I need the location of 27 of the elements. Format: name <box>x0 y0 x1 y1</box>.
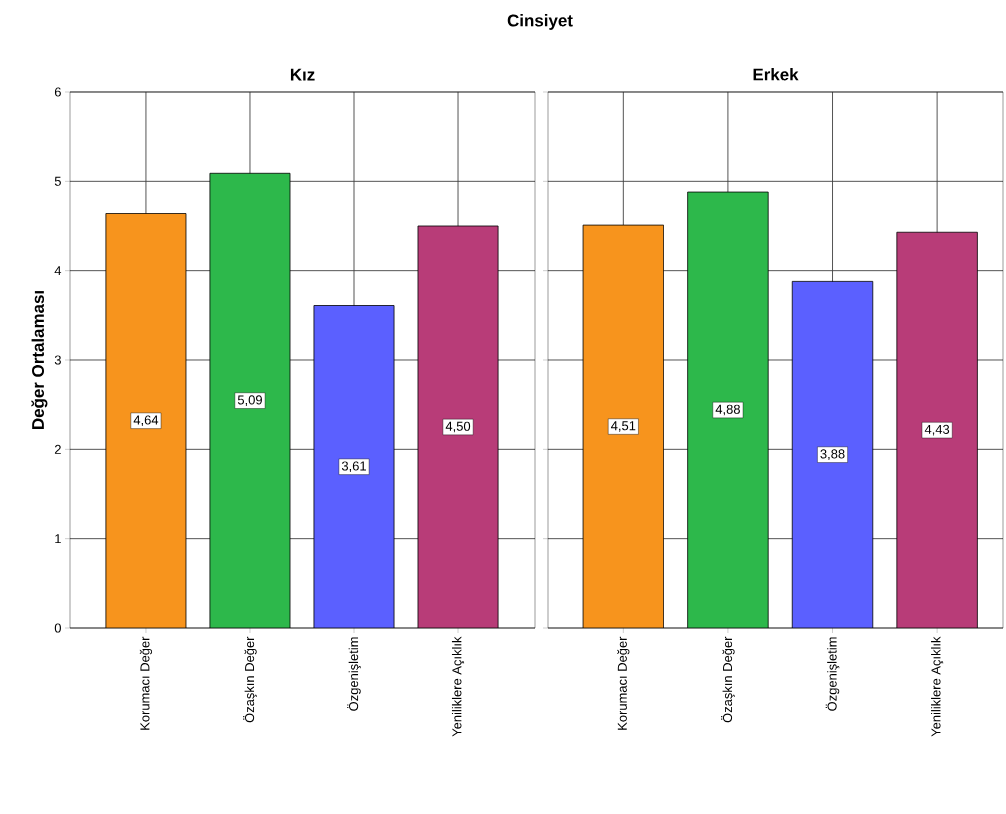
data-label: 3,61 <box>341 461 366 473</box>
data-label: 4,50 <box>445 421 471 433</box>
y-tick-label: 0 <box>54 623 61 633</box>
y-tick-label: 5 <box>54 176 61 186</box>
x-tick-label: Yeniliklere Açıklık <box>931 636 944 737</box>
x-tick-label: Korumacı Değer <box>139 636 153 730</box>
y-tick-label: 3 <box>54 355 61 365</box>
data-label: 5,09 <box>237 395 262 406</box>
data-label: 4,88 <box>715 404 740 416</box>
y-axis-title: Değer Ortalaması <box>31 291 48 429</box>
y-tick-label: 2 <box>54 444 61 454</box>
x-tick-label: Özaşkın Değer <box>243 636 257 723</box>
data-label: 3,88 <box>820 449 845 461</box>
y-tick-label: 6 <box>54 87 61 97</box>
chart-title: Erkek <box>753 68 799 81</box>
data-label: 4,43 <box>924 424 950 436</box>
text: Cinsiyet <box>507 14 573 30</box>
chart-title: Kız <box>290 68 315 81</box>
x-tick-label: Korumacı Değer <box>617 636 630 730</box>
x-tick-label: Yeniliklere Açıklık <box>451 636 465 737</box>
data-label: 4,64 <box>133 415 159 427</box>
data-label: 4,51 <box>611 421 636 432</box>
y-tick-label: 1 <box>55 534 61 544</box>
x-tick-label: Özaşkın Değer <box>721 636 735 723</box>
x-tick-label: Özgenişletim <box>347 637 361 711</box>
y-tick-label: 4 <box>54 266 62 276</box>
x-tick-label: Özgenişletim <box>825 637 840 711</box>
